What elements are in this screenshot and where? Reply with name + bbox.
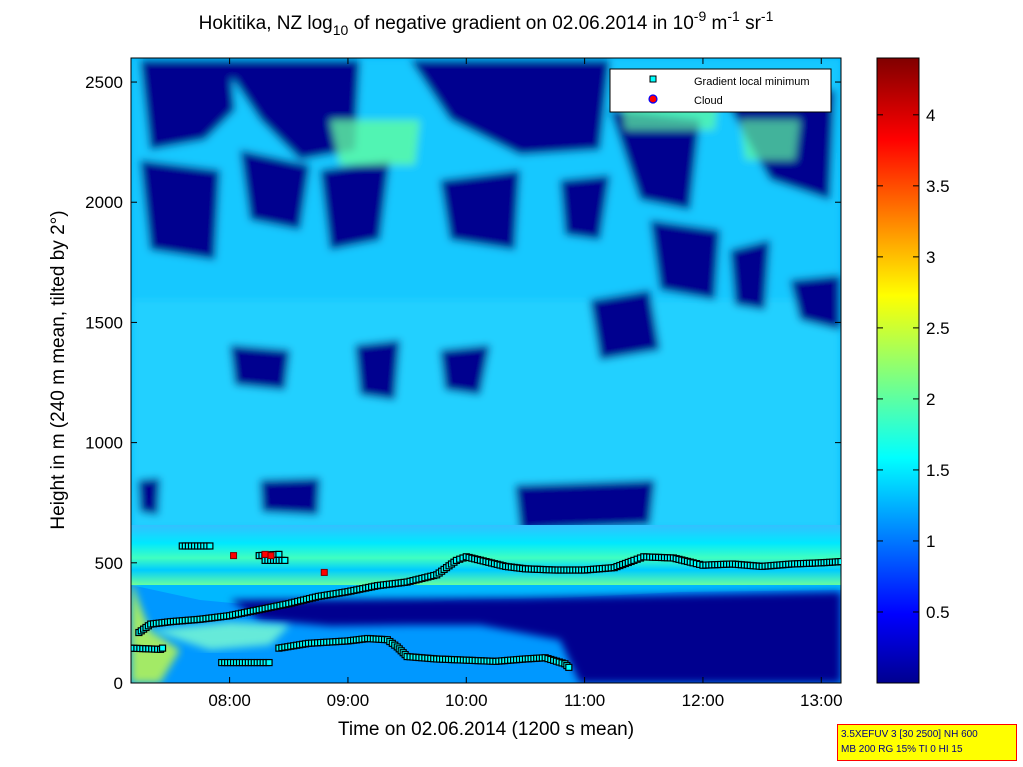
colorbar-tick-label: 2.5 (926, 319, 950, 338)
gradient-minimum-marker (275, 550, 283, 558)
y-tick-label: 2000 (85, 193, 123, 212)
heatmap-field (131, 58, 841, 683)
gradient-minimum-marker (837, 558, 841, 566)
legend-label-minimum: Gradient local minimum (694, 76, 810, 88)
y-tick-label: 0 (114, 674, 123, 693)
colorbar-tick-label: 3 (926, 248, 935, 267)
series-cloud (230, 550, 328, 576)
gradient-minimum-marker (281, 556, 289, 565)
x-tick-label: 08:00 (208, 691, 251, 710)
cloud-marker (261, 550, 269, 558)
legend-circle-marker-icon (648, 94, 658, 104)
y-tick-label: 1500 (85, 313, 123, 332)
gradient-minimum-marker (206, 542, 214, 550)
x-axis-label: Time on 02.06.2014 (1200 s mean) (338, 719, 634, 740)
legend-square-marker-icon (649, 75, 657, 83)
cloud-marker (230, 552, 238, 560)
chart-title: Hokitika, NZ log10 of negative gradient … (199, 8, 774, 38)
cloud-marker (320, 568, 328, 576)
colorbar-tick-label: 3.5 (926, 177, 950, 196)
info-box: 3.5XEFUV 3 [30 2500] NH 600 MB 200 RG 15… (837, 724, 1017, 761)
y-tick-label: 1000 (85, 434, 123, 453)
y-axis-ticks: 0 500 1000 1500 2000 2500 (85, 73, 841, 693)
colorbar-ticks: 0.5 1 1.5 2 2.5 3 3.5 4 (877, 106, 950, 622)
gradient-minimum-marker (565, 663, 573, 671)
plot-frame (130, 57, 842, 684)
colorbar-tick-label: 2 (926, 390, 935, 409)
colorbar-tick-label: 0.5 (926, 603, 950, 622)
gradient-minimum-marker (158, 644, 167, 652)
x-tick-label: 13:00 (800, 691, 843, 710)
legend-label-cloud: Cloud (694, 95, 723, 107)
info-line-1: 3.5XEFUV 3 [30 2500] NH 600 (841, 729, 978, 740)
legend: Gradient local minimum Cloud (609, 68, 832, 113)
cloud-marker (267, 552, 275, 560)
series-gradient-local-minimum (131, 542, 841, 671)
y-axis-label: Height in m (240 m mean, tilted by 2°) (48, 210, 69, 529)
colorbar-tick-label: 4 (926, 106, 935, 125)
x-tick-label: 11:00 (564, 691, 605, 710)
y-tick-label: 500 (95, 554, 123, 573)
colorbar-tick-label: 1 (926, 532, 935, 551)
info-line-2: MB 200 RG 15% TI 0 HI 15 (841, 744, 963, 755)
legend-box (609, 68, 832, 113)
x-axis-ticks: 08:00 09:00 10:00 11:00 12:00 13:00 (208, 58, 843, 710)
x-tick-label: 10:00 (445, 691, 488, 710)
colorbar (876, 57, 920, 684)
colorbar-tick-label: 1.5 (926, 461, 950, 480)
x-tick-label: 09:00 (327, 691, 370, 710)
y-tick-label: 2500 (85, 73, 123, 92)
x-tick-label: 12:00 (682, 691, 725, 710)
gradient-minimum-marker (265, 658, 273, 667)
